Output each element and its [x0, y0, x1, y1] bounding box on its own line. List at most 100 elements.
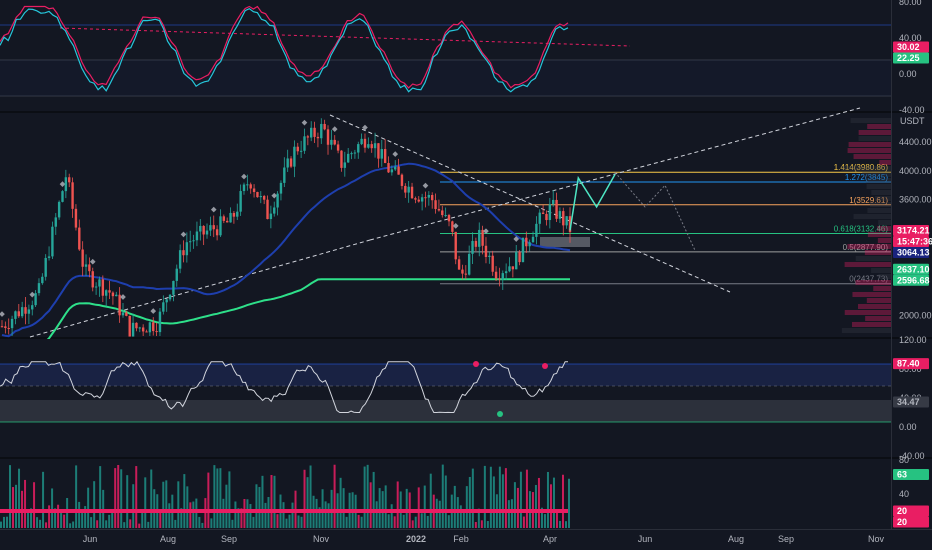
- volume-bar: [330, 489, 333, 528]
- candle-body: [286, 158, 289, 168]
- volume-bar: [417, 487, 420, 528]
- value-tag-bg: [893, 516, 929, 528]
- support-trendline: [29, 239, 371, 338]
- volume-bar: [471, 468, 474, 528]
- candle-body: [269, 213, 273, 220]
- volume-panel[interactable]: [0, 459, 891, 529]
- volume-bar: [216, 468, 219, 528]
- volume-bar: [360, 516, 363, 528]
- candle-body: [276, 193, 279, 208]
- rsi-panel[interactable]: [0, 339, 891, 457]
- stoch-rsi-panel[interactable]: [0, 0, 891, 111]
- value-tag-label: 3064.13: [897, 247, 930, 257]
- volume-bar: [300, 516, 303, 528]
- price-panel[interactable]: 1.414(3980.86)1.272(3845) 1(3529.61) 0.618…: [0, 107, 925, 352]
- value-tag-label: 20: [897, 517, 907, 527]
- volume-bar: [396, 481, 399, 528]
- candle-body: [410, 186, 414, 199]
- candle-body: [299, 150, 303, 152]
- candle-body: [41, 276, 44, 284]
- volume-bar: [66, 498, 69, 528]
- resistance-trendline: [329, 114, 731, 293]
- volume-bar: [414, 516, 417, 528]
- volume-bar: [327, 503, 330, 528]
- volume-bar: [537, 477, 540, 528]
- volume-bar: [198, 516, 201, 528]
- currency-label: USDT: [900, 116, 925, 126]
- candle-body: [17, 311, 21, 317]
- volume-bar: [486, 521, 489, 528]
- volume-profile-bar: [877, 226, 891, 231]
- volume-bar: [297, 515, 300, 528]
- signal-marker: [271, 192, 278, 199]
- candle-body: [94, 286, 98, 288]
- volume-bar: [210, 518, 213, 528]
- candle-body: [427, 195, 431, 198]
- volume-bar: [6, 516, 9, 528]
- volume-bar: [252, 516, 255, 528]
- volume-profile-bar: [855, 280, 891, 285]
- volume-profile-bar: [858, 130, 891, 135]
- value-tag-bg: [893, 358, 929, 370]
- candle-body: [562, 211, 565, 226]
- x-tick-label: Aug: [160, 534, 176, 544]
- volume-profile-bar: [867, 124, 891, 129]
- volume-bar: [159, 512, 162, 528]
- candle-body: [467, 253, 471, 275]
- volume-bar: [558, 520, 561, 528]
- signal-marker: [241, 173, 247, 180]
- candle-body: [501, 273, 504, 280]
- volume-bar: [117, 464, 120, 528]
- volume-bar: [369, 482, 372, 528]
- volume-bar: [96, 520, 99, 528]
- x-tick-label: 2022: [406, 534, 426, 544]
- fib-levels: 1.414(3980.86)1.272(3845) 1(3529.61) 0.618…: [440, 163, 891, 285]
- volume-bar: [237, 508, 240, 528]
- volume-bar: [462, 510, 465, 528]
- candle-body: [111, 292, 115, 297]
- volume-profile-bar: [879, 160, 891, 165]
- volume-bar: [423, 485, 426, 528]
- candle-body: [336, 144, 340, 151]
- candle-body: [118, 294, 121, 316]
- candle-body: [528, 242, 531, 247]
- volume-profile-bar: [871, 268, 891, 273]
- candle-body: [68, 177, 71, 183]
- stoch-k-line: [0, 5, 569, 89]
- candle-body: [256, 192, 259, 198]
- projection-path: [569, 174, 616, 231]
- candle-body: [454, 231, 457, 260]
- volume-bar: [543, 514, 546, 528]
- volume-profile-bar: [878, 274, 891, 279]
- candle-body: [4, 326, 7, 328]
- volume-profile-bar: [853, 214, 891, 219]
- candle-body: [535, 223, 538, 237]
- volume-bar: [291, 502, 294, 528]
- x-tick-label: Jun: [83, 534, 98, 544]
- value-tag-label: 15:47:36: [897, 236, 932, 246]
- volume-bar: [429, 473, 432, 528]
- candle-body: [101, 279, 105, 296]
- candle-body: [236, 211, 239, 217]
- candle-body: [346, 153, 350, 163]
- candle-body: [360, 138, 363, 145]
- candle-body: [239, 191, 242, 212]
- candle-body: [0, 326, 4, 328]
- candle-body: [565, 216, 568, 226]
- volume-bar: [498, 466, 501, 528]
- candle-body: [225, 220, 229, 223]
- volume-bar: [270, 474, 273, 528]
- value-tag-label: 20: [897, 506, 907, 516]
- signal-marker: [513, 236, 520, 242]
- candle-body: [37, 283, 41, 294]
- candle-body: [20, 307, 24, 317]
- candle-body: [424, 197, 427, 199]
- candle-body: [380, 149, 383, 159]
- signal-marker: [392, 151, 399, 157]
- candle-body: [293, 146, 296, 167]
- candle-body: [390, 169, 394, 173]
- volume-bar: [36, 517, 39, 528]
- volume-bar: [477, 508, 480, 528]
- candle-body: [363, 138, 367, 148]
